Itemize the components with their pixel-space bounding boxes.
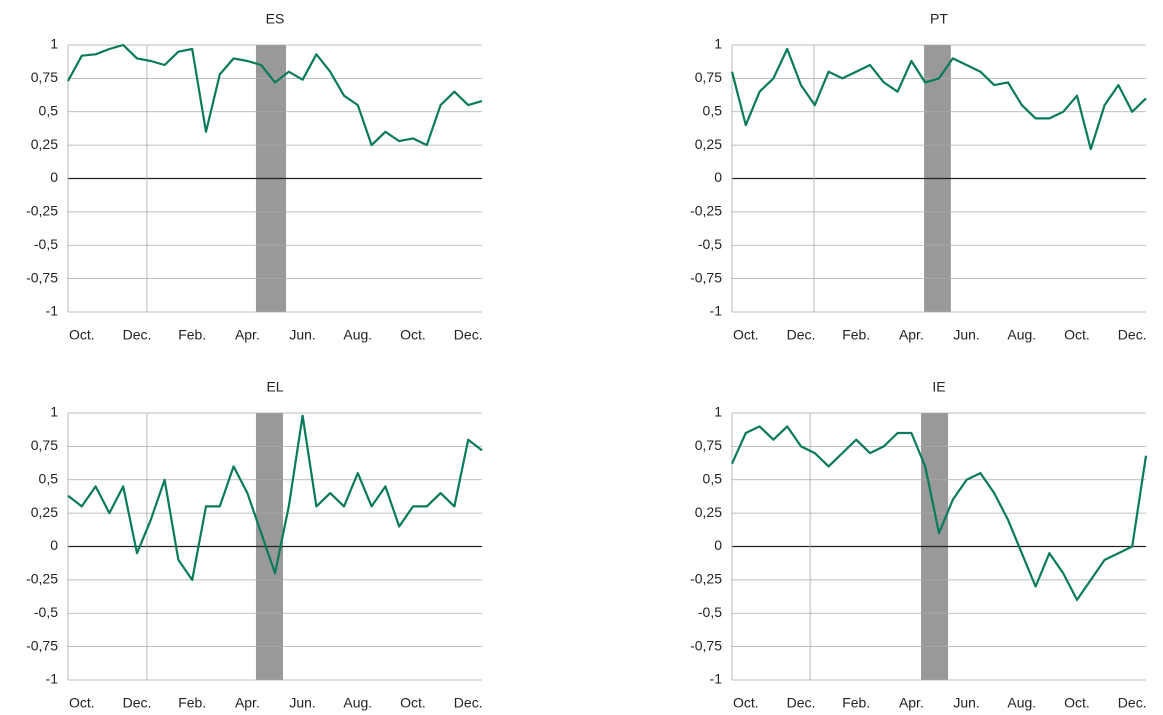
series-line xyxy=(730,47,1147,151)
x-tick-label: Apr. xyxy=(235,327,260,343)
x-tick-label: Oct. xyxy=(69,695,95,711)
y-tick-label: -0,75 xyxy=(690,269,722,285)
y-tick-label: 0,5 xyxy=(39,102,59,118)
y-tick-label: 0 xyxy=(714,537,722,553)
x-tick-label: Apr. xyxy=(899,695,924,711)
y-tick-label: 0,25 xyxy=(695,504,722,520)
x-tick-label: Feb. xyxy=(842,327,870,343)
x-tick-label: Dec. xyxy=(454,327,483,343)
y-tick-label: -1 xyxy=(710,671,723,687)
panel-title: PT xyxy=(930,11,948,27)
x-tick-label: Feb. xyxy=(178,327,206,343)
y-tick-label: 0,25 xyxy=(31,504,58,520)
panel-title: EL xyxy=(266,379,283,395)
x-tick-label: Dec. xyxy=(123,695,152,711)
y-tick-label: -0,75 xyxy=(26,269,58,285)
y-tick-label: -0,75 xyxy=(690,637,722,653)
y-tick-label: 0,75 xyxy=(31,69,58,85)
x-tick-label: Dec. xyxy=(787,695,816,711)
y-tick-label: 0 xyxy=(714,169,722,185)
y-tick-label: -0,5 xyxy=(34,236,58,252)
y-tick-label: 0,75 xyxy=(695,69,722,85)
y-tick-label: 1 xyxy=(714,404,722,420)
x-tick-label: Apr. xyxy=(899,327,924,343)
series-line xyxy=(67,414,483,581)
y-tick-label: -1 xyxy=(46,671,59,687)
y-tick-label: -1 xyxy=(46,303,59,319)
x-tick-label: Oct. xyxy=(1064,695,1090,711)
y-tick-label: 1 xyxy=(50,404,58,420)
panel-title: IE xyxy=(932,379,945,395)
x-tick-label: Jun. xyxy=(289,695,315,711)
y-tick-label: -0,25 xyxy=(26,203,58,219)
y-tick-label: 0,75 xyxy=(695,437,722,453)
y-tick-label: 0,5 xyxy=(39,470,59,486)
x-tick-label: Apr. xyxy=(235,695,260,711)
x-tick-label: Jun. xyxy=(953,327,979,343)
x-tick-label: Jun. xyxy=(953,695,979,711)
y-tick-label: 0,75 xyxy=(31,437,58,453)
y-tick-label: 0,25 xyxy=(695,136,722,152)
x-tick-label: Aug. xyxy=(343,695,372,711)
y-tick-label: -0,5 xyxy=(34,604,58,620)
y-tick-label: -1 xyxy=(710,303,723,319)
y-tick-label: 1 xyxy=(50,36,58,52)
x-tick-label: Oct. xyxy=(400,695,426,711)
x-tick-label: Dec. xyxy=(1118,695,1147,711)
y-tick-label: -0,25 xyxy=(690,571,722,587)
y-tick-label: -0,25 xyxy=(690,203,722,219)
y-tick-label: -0,25 xyxy=(26,571,58,587)
x-tick-label: Oct. xyxy=(400,327,426,343)
panel-title: ES xyxy=(266,11,285,27)
x-tick-label: Oct. xyxy=(69,327,95,343)
x-tick-label: Dec. xyxy=(787,327,816,343)
x-tick-label: Feb. xyxy=(842,695,870,711)
x-tick-label: Oct. xyxy=(733,327,759,343)
x-tick-label: Jun. xyxy=(289,327,315,343)
x-tick-label: Aug. xyxy=(1007,327,1036,343)
x-tick-label: Dec. xyxy=(454,695,483,711)
y-tick-label: 0 xyxy=(50,169,58,185)
x-tick-label: Aug. xyxy=(343,327,372,343)
y-tick-label: -0,5 xyxy=(698,604,722,620)
y-tick-label: 0 xyxy=(50,537,58,553)
series-line xyxy=(730,425,1148,601)
y-tick-label: -0,75 xyxy=(26,637,58,653)
y-tick-label: 1 xyxy=(714,36,722,52)
y-tick-label: 0,5 xyxy=(703,102,723,118)
x-tick-label: Dec. xyxy=(123,327,152,343)
x-tick-label: Oct. xyxy=(733,695,759,711)
x-tick-label: Aug. xyxy=(1007,695,1036,711)
y-tick-label: -0,5 xyxy=(698,236,722,252)
x-tick-label: Dec. xyxy=(1118,327,1147,343)
series-line xyxy=(67,43,483,147)
x-tick-label: Feb. xyxy=(178,695,206,711)
x-tick-label: Oct. xyxy=(1064,327,1090,343)
y-tick-label: 0,5 xyxy=(703,470,723,486)
y-tick-label: 0,25 xyxy=(31,136,58,152)
